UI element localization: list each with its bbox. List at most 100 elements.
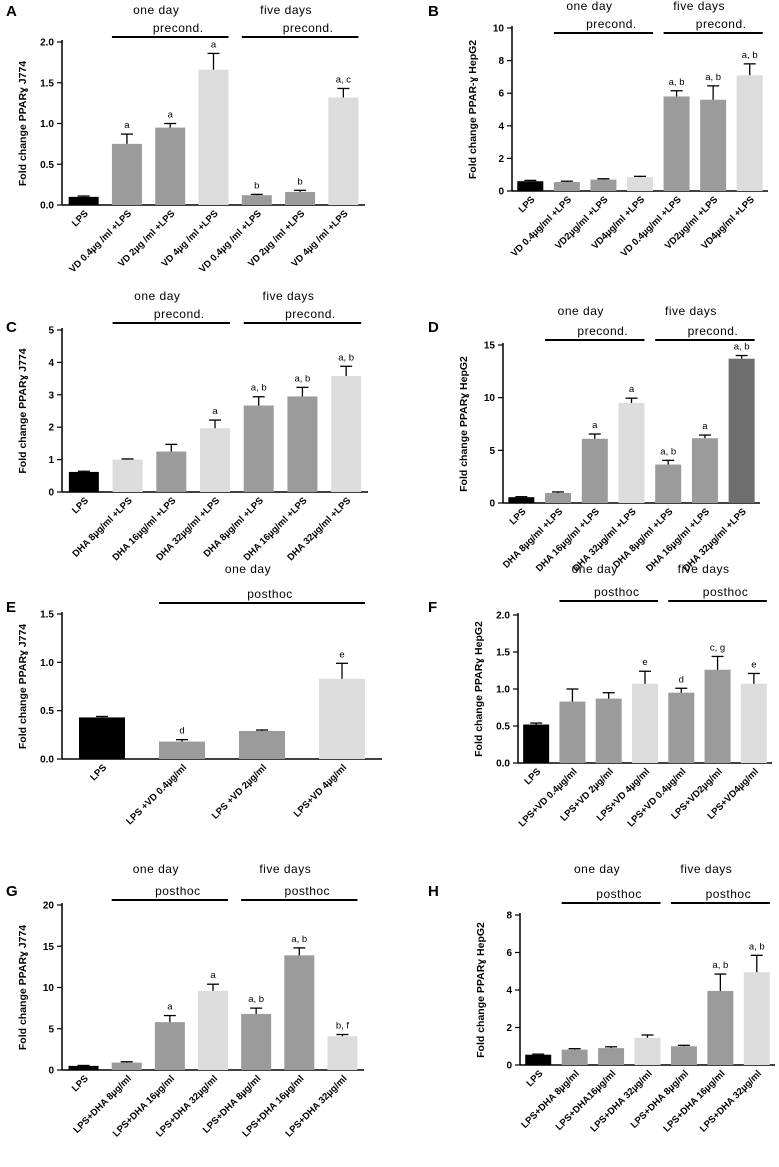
- bar-b: [736, 75, 763, 191]
- panel-label-c: C: [6, 319, 17, 336]
- y-tick-label-d: 15: [484, 341, 496, 352]
- significance-label-a: a: [211, 39, 217, 50]
- bar-f: [595, 698, 622, 763]
- x-tick-label-e: LPS +VD 0.4µg/ml: [124, 762, 189, 827]
- group-caption-line2-c: precond.: [285, 307, 336, 321]
- y-axis-title-a: Fold change PPARɣ J774: [17, 61, 29, 186]
- group-caption-line1-f: one day: [572, 562, 618, 576]
- group-caption-line2-a: precond.: [153, 21, 204, 35]
- group-caption-line2-b: precond.: [696, 17, 747, 31]
- x-tick-label-h: LPS+DHA 32µg/ml: [589, 1068, 655, 1134]
- bar-c: [200, 428, 230, 492]
- x-tick-label-h: LPS+DHA 16µg/ml: [661, 1068, 727, 1134]
- significance-label-h: a, b: [712, 960, 728, 971]
- y-tick-label-d: 10: [484, 393, 496, 404]
- panel-label-d: D: [428, 319, 439, 336]
- bar-d: [508, 497, 535, 503]
- bar-d: [691, 438, 718, 503]
- y-tick-label-h: 2: [506, 1023, 512, 1034]
- group-caption-line1-c: five days: [262, 289, 314, 303]
- y-tick-label-b: 4: [498, 121, 504, 132]
- y-tick-label-h: 0: [506, 1061, 512, 1072]
- group-caption-line1-b: five days: [673, 0, 725, 13]
- bar-g: [327, 1036, 358, 1070]
- significance-label-d: a: [702, 421, 708, 432]
- x-tick-label-e: LPS: [88, 762, 109, 783]
- y-axis-title-b: Fold change PPAR-ɣ HepG2: [467, 40, 479, 179]
- y-tick-label-b: 6: [498, 89, 504, 100]
- bar-h: [634, 1037, 661, 1065]
- bar-e: [239, 730, 285, 759]
- y-axis-title-e: Fold change PPARɣ J774: [17, 624, 29, 749]
- group-caption-line1-e: one day: [225, 562, 271, 576]
- group-caption-line1-d: five days: [665, 304, 717, 318]
- significance-label-c: a: [212, 406, 218, 417]
- bar-g: [111, 1062, 142, 1070]
- significance-label-e: d: [179, 726, 184, 737]
- bar-c: [243, 405, 274, 492]
- significance-label-g: a, b: [291, 934, 307, 945]
- panel-label-f: F: [428, 599, 437, 616]
- y-axis-title-d: Fold change PPARɣ HepG2: [458, 356, 470, 492]
- significance-label-c: a, b: [294, 373, 310, 384]
- x-tick-label-e: LPS +VD 2µg/ml: [210, 762, 269, 821]
- y-axis-title-g: Fold change PPARɣ J774: [17, 925, 29, 1050]
- y-tick-label-h: 6: [506, 948, 512, 959]
- significance-label-f: c, g: [710, 642, 725, 653]
- y-tick-label-b: 2: [498, 154, 504, 165]
- bar-c: [68, 471, 99, 492]
- group-caption-line2-g: posthoc: [285, 884, 331, 898]
- y-tick-label-e: 0.5: [40, 706, 54, 717]
- panel-f: F Fold change PPARɣ HepG2 0.0 0.5 1.0 1.5 2.0 L…: [428, 562, 772, 829]
- group-caption-line2-c: precond.: [154, 307, 205, 321]
- significance-label-a: a: [124, 120, 130, 131]
- significance-label-b: a, b: [669, 77, 685, 88]
- group-caption-line1-a: one day: [133, 3, 179, 17]
- y-tick-label-c: 3: [48, 390, 54, 401]
- x-tick-label-c: LPS: [70, 495, 91, 516]
- bar-b: [553, 182, 580, 191]
- y-tick-label-a: 2.0: [40, 38, 54, 49]
- y-tick-label-g: 5: [48, 1024, 54, 1035]
- x-tick-label-b: LPS: [517, 194, 538, 215]
- group-caption-line2-h: posthoc: [596, 887, 642, 901]
- bar-a: [285, 191, 316, 205]
- y-tick-label-c: 5: [48, 326, 54, 337]
- bar-f: [559, 701, 586, 763]
- group-caption-line1-g: one day: [133, 862, 179, 876]
- y-tick-label-h: 8: [506, 911, 512, 922]
- bar-c: [156, 451, 187, 492]
- significance-label-c: a, b: [338, 352, 354, 363]
- group-caption-line2-f: posthoc: [703, 585, 749, 599]
- group-caption-line2-a: precond.: [283, 21, 334, 35]
- group-caption-line2-e: posthoc: [247, 587, 293, 601]
- bar-d: [581, 438, 608, 503]
- bar-b: [627, 177, 653, 191]
- group-caption-line2-h: posthoc: [706, 887, 752, 901]
- y-tick-label-c: 4: [48, 358, 54, 369]
- y-tick-label-a: 1.5: [40, 78, 54, 89]
- x-tick-label-g: LPS: [70, 1073, 91, 1094]
- bar-c: [287, 396, 318, 492]
- panel-h: H Fold change PPARɣ HepG2 0 2 4 6 8 LPS LPS+DHA …: [428, 862, 775, 1134]
- bar-a: [155, 127, 186, 205]
- bar-g: [284, 955, 315, 1070]
- bar-a: [241, 195, 272, 205]
- y-tick-label-b: 10: [493, 24, 505, 35]
- bar-f: [740, 683, 767, 763]
- y-tick-label-g: 0: [48, 1066, 54, 1077]
- significance-label-f: e: [751, 659, 756, 670]
- significance-label-a: b: [254, 180, 259, 191]
- y-tick-label-f: 1.0: [496, 685, 510, 696]
- significance-label-c: a, b: [251, 383, 267, 394]
- y-tick-label-b: 8: [498, 56, 504, 67]
- bar-f: [523, 724, 550, 763]
- y-tick-label-f: 0.5: [496, 722, 510, 733]
- group-caption-line1-f: five days: [678, 562, 730, 576]
